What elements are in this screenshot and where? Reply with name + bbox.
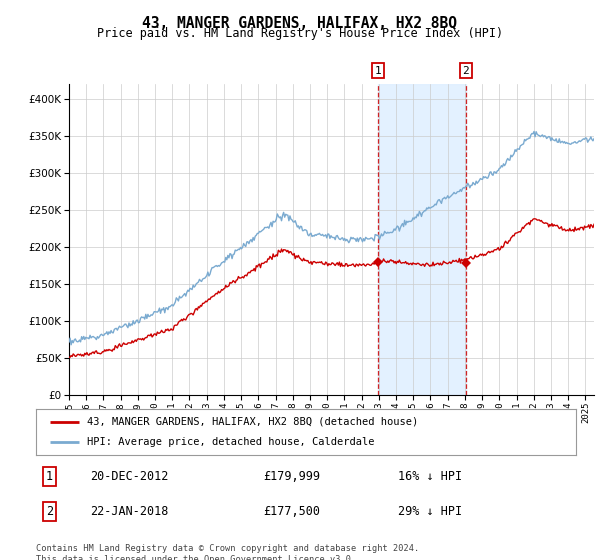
Text: 2: 2 [46, 505, 53, 519]
Text: 20-DEC-2012: 20-DEC-2012 [90, 470, 169, 483]
Text: 43, MANGER GARDENS, HALIFAX, HX2 8BQ: 43, MANGER GARDENS, HALIFAX, HX2 8BQ [143, 16, 458, 31]
Text: Contains HM Land Registry data © Crown copyright and database right 2024.
This d: Contains HM Land Registry data © Crown c… [36, 544, 419, 560]
Text: 29% ↓ HPI: 29% ↓ HPI [398, 505, 462, 519]
Text: 43, MANGER GARDENS, HALIFAX, HX2 8BQ (detached house): 43, MANGER GARDENS, HALIFAX, HX2 8BQ (de… [88, 417, 419, 427]
Text: 2: 2 [463, 66, 469, 76]
Text: 22-JAN-2018: 22-JAN-2018 [90, 505, 169, 519]
Bar [379, 84, 466, 395]
Text: £177,500: £177,500 [263, 505, 320, 519]
Text: 1: 1 [375, 66, 382, 76]
Text: £179,999: £179,999 [263, 470, 320, 483]
Text: 16% ↓ HPI: 16% ↓ HPI [398, 470, 462, 483]
Text: Price paid vs. HM Land Registry's House Price Index (HPI): Price paid vs. HM Land Registry's House … [97, 27, 503, 40]
Text: 1: 1 [46, 470, 53, 483]
Text: HPI: Average price, detached house, Calderdale: HPI: Average price, detached house, Cald… [88, 437, 375, 447]
